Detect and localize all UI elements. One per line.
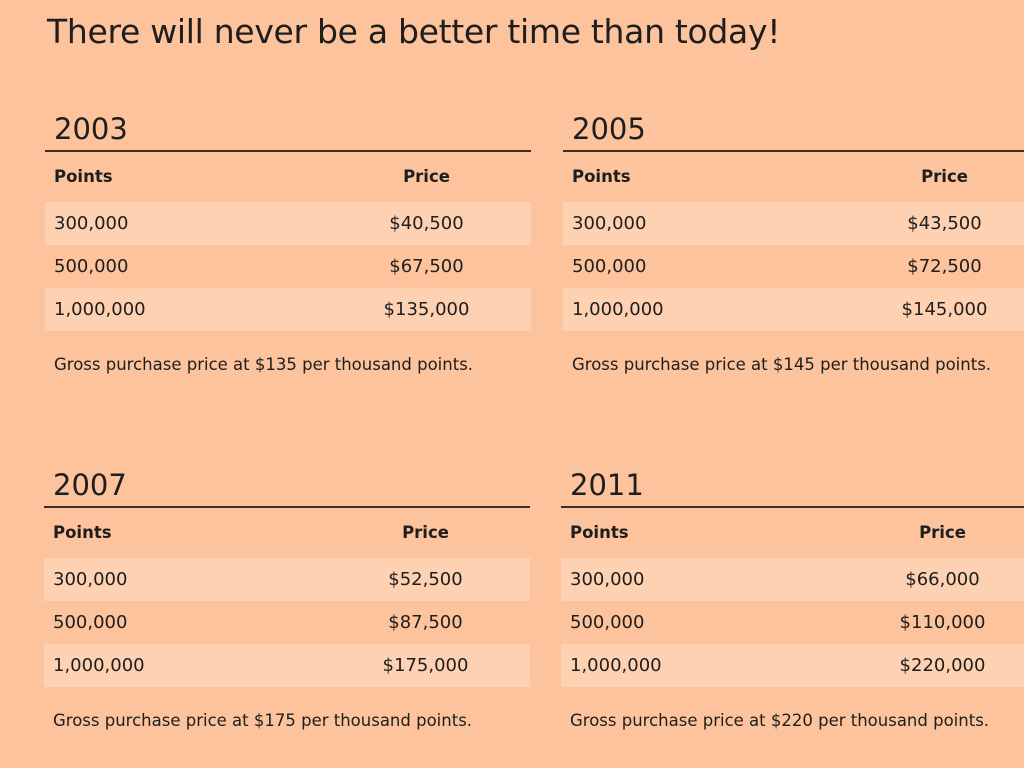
table-row: 1,000,000 $135,000 [45, 288, 531, 331]
points-column-header: Points [572, 167, 631, 186]
points-cell: 1,000,000 [53, 655, 145, 676]
points-column-header: Points [54, 167, 113, 186]
points-cell: 1,000,000 [572, 299, 664, 320]
price-cell: $40,500 [389, 213, 464, 234]
price-column-header: Price [403, 167, 450, 186]
points-cell: 300,000 [54, 213, 129, 234]
points-column-header: Points [53, 523, 112, 542]
table-row: 500,000 $87,500 [44, 601, 530, 644]
table-row: 300,000 $40,500 [45, 202, 531, 245]
price-block-2005: 2005 Points Price 300,000 $43,500 500,00… [563, 108, 1024, 385]
table-row: 1,000,000 $145,000 [563, 288, 1024, 331]
points-cell: 300,000 [570, 569, 645, 590]
table-row: 300,000 $43,500 [563, 202, 1024, 245]
points-column-header: Points [570, 523, 629, 542]
price-note: Gross purchase price at $145 per thousan… [572, 355, 992, 374]
points-cell: 500,000 [572, 256, 647, 277]
price-cell: $87,500 [388, 612, 463, 633]
price-block-2007: 2007 Points Price 300,000 $52,500 500,00… [44, 464, 530, 741]
table-row: 300,000 $52,500 [44, 558, 530, 601]
price-block-2003: 2003 Points Price 300,000 $40,500 500,00… [45, 108, 531, 385]
block-year: 2011 [561, 464, 1024, 508]
table-row: 500,000 $67,500 [45, 245, 531, 288]
block-year: 2005 [563, 108, 1024, 152]
block-year: 2003 [45, 108, 531, 152]
table-header: Points Price [45, 152, 531, 202]
points-cell: 500,000 [570, 612, 645, 633]
price-note: Gross purchase price at $135 per thousan… [54, 355, 474, 374]
table-row: 1,000,000 $175,000 [44, 644, 530, 687]
price-cell: $43,500 [907, 213, 982, 234]
points-cell: 1,000,000 [570, 655, 662, 676]
price-cell: $145,000 [901, 299, 988, 320]
price-column-header: Price [921, 167, 968, 186]
points-cell: 500,000 [54, 256, 129, 277]
price-cell: $135,000 [383, 299, 470, 320]
page-headline: There will never be a better time than t… [47, 12, 781, 51]
table-header: Points Price [561, 508, 1024, 558]
table-row: 500,000 $72,500 [563, 245, 1024, 288]
table-row: 500,000 $110,000 [561, 601, 1024, 644]
block-year: 2007 [44, 464, 530, 508]
price-cell: $220,000 [899, 655, 986, 676]
table-row: 300,000 $66,000 [561, 558, 1024, 601]
price-note: Gross purchase price at $220 per thousan… [570, 711, 990, 730]
price-cell: $52,500 [388, 569, 463, 590]
price-cell: $67,500 [389, 256, 464, 277]
points-cell: 300,000 [53, 569, 128, 590]
price-cell: $175,000 [382, 655, 469, 676]
table-row: 1,000,000 $220,000 [561, 644, 1024, 687]
price-cell: $72,500 [907, 256, 982, 277]
price-column-header: Price [919, 523, 966, 542]
points-cell: 500,000 [53, 612, 128, 633]
price-note: Gross purchase price at $175 per thousan… [53, 711, 473, 730]
points-cell: 1,000,000 [54, 299, 146, 320]
price-cell: $110,000 [899, 612, 986, 633]
table-header: Points Price [44, 508, 530, 558]
points-cell: 300,000 [572, 213, 647, 234]
table-header: Points Price [563, 152, 1024, 202]
price-block-2011: 2011 Points Price 300,000 $66,000 500,00… [561, 464, 1024, 741]
price-cell: $66,000 [905, 569, 980, 590]
price-column-header: Price [402, 523, 449, 542]
